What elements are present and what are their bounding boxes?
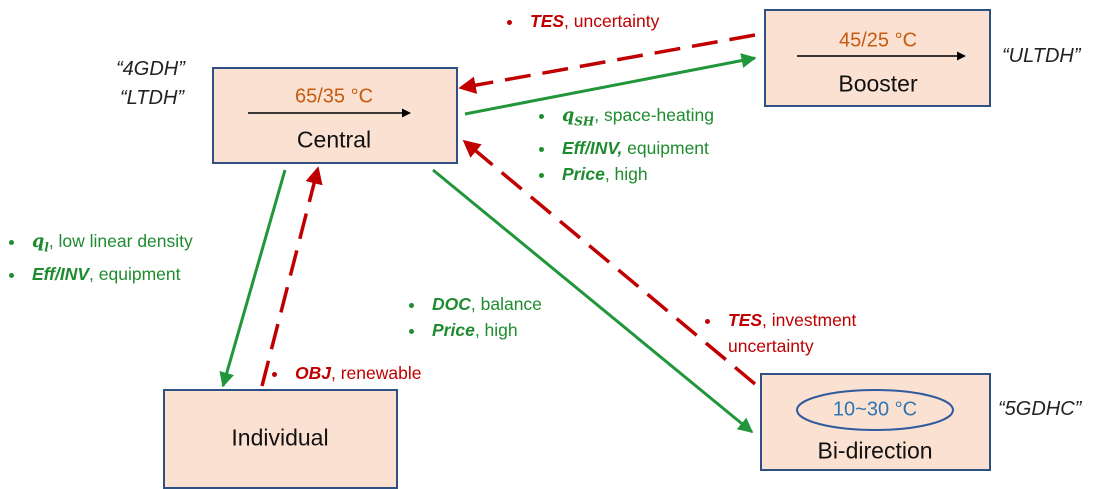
annotation-key: TES bbox=[530, 11, 565, 31]
node-label: Central bbox=[296, 126, 372, 153]
annotation: TES, uncertainty bbox=[524, 8, 659, 34]
annotation-text: , uncertainty bbox=[564, 11, 660, 31]
tag: “5GDHC” bbox=[998, 398, 1082, 420]
booster-box bbox=[764, 9, 991, 107]
annotation-list: TES, investment uncertainty bbox=[704, 307, 932, 359]
annotation-key: DOC bbox=[432, 294, 471, 314]
annotation-text: , investment uncertainty bbox=[728, 310, 857, 356]
annotation-list: OBJ, renewable bbox=[271, 360, 421, 386]
tag: “ULTDH” bbox=[1002, 45, 1081, 67]
annotation: TES, investment uncertainty bbox=[722, 307, 932, 359]
annotation-text: , high bbox=[604, 163, 648, 184]
annotation-text: , balance bbox=[470, 294, 542, 314]
annotation-text: , high bbox=[474, 320, 518, 340]
tag: “LTDH” bbox=[120, 87, 185, 109]
annotation-subscript: l bbox=[44, 240, 49, 255]
tag: “4GDH” bbox=[116, 58, 185, 80]
annotation-key: OBJ bbox=[295, 363, 331, 383]
annotation: OBJ, renewable bbox=[289, 360, 421, 386]
annotation-list: qSH, space-heatingEff/INV, equipmentPric… bbox=[538, 102, 714, 187]
annotation: Eff/INV, equipment bbox=[556, 135, 714, 161]
annotation: qSH, space-heating bbox=[556, 102, 714, 135]
annotation: DOC, balance bbox=[426, 291, 542, 317]
annotation-list: TES, uncertainty bbox=[506, 8, 659, 34]
annotation: Eff/INV, equipment bbox=[26, 261, 193, 287]
temp: 45/25 °C bbox=[838, 29, 918, 52]
annotation-key: Eff/INV, bbox=[562, 137, 623, 158]
annotation-subscript: SH bbox=[574, 114, 595, 129]
annotation-text: , equipment bbox=[89, 263, 181, 284]
annotation-list: DOC, balancePrice, high bbox=[408, 291, 542, 343]
annotation-text: equipment bbox=[622, 137, 709, 158]
temp: 10~30 °C bbox=[832, 398, 918, 421]
annotation-text: , space-heating bbox=[594, 105, 714, 125]
individual-box bbox=[163, 389, 398, 489]
arrow-central-individual bbox=[219, 169, 287, 388]
node-label: Booster bbox=[838, 70, 918, 97]
annotation: Price, high bbox=[426, 317, 542, 343]
annotation-key: Eff/INV bbox=[32, 263, 90, 284]
temp: 65/35 °C bbox=[294, 85, 374, 108]
annotation: ql, low linear density bbox=[26, 228, 193, 261]
annotation-text: , low linear density bbox=[48, 231, 193, 251]
annotation-list: ql, low linear densityEff/INV, equipment bbox=[8, 228, 193, 287]
annotation-key: Price bbox=[432, 320, 475, 340]
temp-ellipse bbox=[796, 389, 954, 431]
node-label: Bi-direction bbox=[817, 437, 933, 464]
arrow-central-booster bbox=[464, 53, 757, 116]
arrow-central-bidirection bbox=[432, 168, 754, 434]
arrow-booster-central bbox=[458, 33, 756, 94]
annotation: Price, high bbox=[556, 161, 714, 187]
bidirection-box bbox=[760, 373, 991, 471]
annotation-key: q bbox=[32, 232, 45, 252]
central-box bbox=[212, 67, 458, 164]
annotation-key: TES bbox=[728, 310, 763, 330]
node-label: Individual bbox=[231, 424, 329, 451]
annotation-text: , renewable bbox=[330, 363, 422, 383]
annotation-key: q bbox=[562, 106, 575, 126]
annotation-key: Price bbox=[562, 163, 605, 184]
arrow-bidirection-central bbox=[462, 139, 757, 386]
